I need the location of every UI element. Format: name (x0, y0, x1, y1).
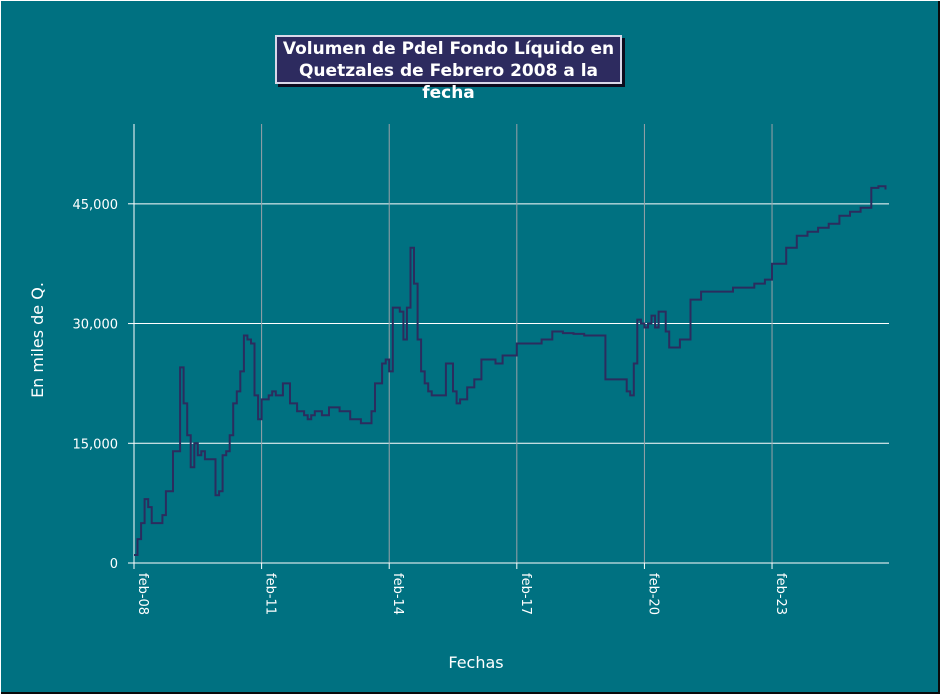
x-tick-label: feb-17 (518, 573, 533, 615)
y-tick-label: 0 (110, 557, 118, 572)
chart-title: Volumen de Pdel Fondo Líquido en Quetzal… (275, 35, 622, 103)
x-tick-labels: feb-08 feb-11 feb-14 feb-17 feb-20 feb-23 (135, 573, 788, 615)
y-axis-label: En miles de Q. (28, 282, 47, 398)
x-tick-label: feb-20 (645, 573, 660, 615)
chart-title-line1: Volumen de Pdel Fondo Líquido en (282, 39, 615, 59)
x-axis-label: Fechas (448, 653, 503, 672)
chart-title-line2: Quetzales de Febrero 2008 a la fecha (298, 61, 599, 103)
y-tick-label: 30,000 (73, 318, 119, 333)
y-tick-label: 45,000 (73, 198, 119, 213)
y-tick-label: 15,000 (73, 437, 119, 452)
x-gridlines (133, 124, 773, 569)
y-tick-labels: 0 15,000 30,000 45,000 (73, 198, 119, 572)
x-tick-label: feb-23 (773, 573, 788, 615)
x-tick-label: feb-14 (390, 573, 405, 615)
y-gridlines (128, 203, 889, 564)
series-line (134, 185, 887, 556)
x-tick-label: feb-08 (135, 573, 150, 615)
series-group (134, 185, 887, 556)
x-tick-label: feb-11 (263, 573, 278, 615)
